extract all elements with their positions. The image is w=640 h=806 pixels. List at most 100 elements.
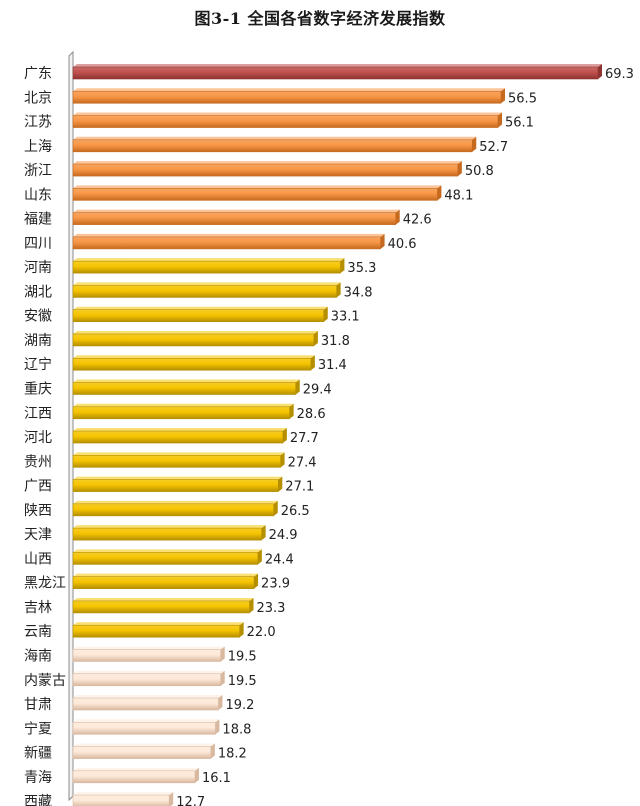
bar-group: 湖南 31.8: [24, 330, 350, 349]
bar-group: 天津 24.9: [24, 525, 298, 543]
value-label: 56.5: [508, 91, 537, 106]
bar-top: [73, 88, 506, 92]
bar: [72, 66, 599, 80]
bar: [72, 115, 499, 128]
bar-side: [218, 695, 223, 711]
bar-group: 西藏 12.7: [24, 792, 205, 806]
bar-side: [254, 573, 259, 589]
bar-group: 河南 35.3: [24, 258, 376, 276]
bar-top: [73, 646, 225, 650]
bar-group: 海南 19.5: [24, 646, 257, 664]
bar-side: [210, 743, 215, 759]
category-label: 广西: [24, 479, 52, 495]
bar-group: 甘肃 19.2: [24, 695, 254, 713]
bar-side: [472, 136, 477, 152]
bar-group: 河北 27.7: [24, 428, 319, 446]
bar-side: [340, 258, 345, 274]
bar: [72, 673, 222, 687]
bar-side: [289, 403, 294, 419]
bar: [72, 333, 315, 347]
bar-top: [73, 767, 199, 771]
bar: [72, 236, 381, 250]
bar-top: [73, 743, 215, 747]
bar-top: [73, 330, 318, 334]
axis-wall: [68, 50, 74, 802]
bar-top: [73, 233, 385, 237]
bar-top: [73, 719, 220, 723]
value-label: 23.3: [257, 601, 286, 616]
bar: [72, 357, 312, 371]
category-label: 江苏: [24, 115, 52, 131]
category-label: 天津: [24, 527, 52, 543]
value-label: 19.5: [228, 674, 257, 689]
bar-group: 云南 22.0: [24, 622, 276, 640]
bar-group: 重庆 29.4: [24, 379, 332, 398]
category-label: 陕西: [24, 503, 52, 519]
category-label: 重庆: [24, 382, 52, 398]
bar-top: [73, 209, 400, 213]
bar-side: [220, 670, 225, 686]
bar: [72, 382, 297, 395]
value-label: 56.1: [505, 116, 534, 131]
bar: [72, 90, 502, 104]
bar: [72, 430, 284, 444]
bar-side: [310, 355, 315, 371]
bar-top: [73, 476, 283, 480]
value-label: 34.8: [344, 285, 373, 300]
bar-group: 新疆 18.2: [24, 743, 247, 762]
value-label: 18.2: [218, 747, 247, 762]
value-label: 24.4: [265, 552, 294, 567]
bar: [72, 212, 397, 225]
value-label: 69.3: [605, 67, 634, 82]
value-label: 23.9: [261, 577, 290, 592]
bar-group: 北京 56.5: [24, 88, 537, 106]
bar: [72, 746, 212, 759]
category-label: 青海: [24, 770, 52, 786]
bar-group: 宁夏 18.8: [24, 719, 251, 737]
bar-top: [73, 64, 602, 67]
bar-top: [73, 452, 285, 456]
bar-group: 陕西 26.5: [24, 500, 310, 519]
bar-group: 辽宁 31.4: [24, 355, 347, 373]
value-label: 40.6: [388, 237, 417, 252]
bar-top: [73, 549, 262, 553]
value-label: 27.4: [288, 455, 317, 470]
bar-top: [73, 670, 225, 674]
bar-group: 安徽 33.1: [24, 306, 360, 325]
bar-group: 上海 52.7: [24, 136, 508, 155]
bar-top: [73, 428, 287, 432]
category-label: 山西: [24, 551, 52, 567]
category-label: 新疆: [24, 746, 52, 762]
value-label: 24.9: [269, 528, 298, 543]
bar-top: [73, 695, 223, 699]
value-label: 29.4: [303, 383, 332, 398]
value-label: 22.0: [247, 625, 276, 640]
bar-top: [73, 500, 278, 504]
bar-side: [215, 719, 220, 735]
category-label: 四川: [24, 236, 52, 252]
bar-group: 山西 24.4: [24, 549, 294, 567]
category-label: 安徽: [24, 309, 52, 325]
bar-top: [73, 112, 502, 116]
category-label: 甘肃: [24, 697, 52, 713]
bar: [72, 260, 341, 274]
bar-top: [73, 282, 341, 286]
bar: [72, 649, 222, 662]
bar-side: [395, 209, 400, 225]
bar-top: [73, 185, 442, 189]
bar-group: 内蒙古 19.5: [24, 670, 257, 689]
bar: [72, 479, 279, 492]
bar-side: [501, 88, 506, 104]
bar-top: [73, 792, 174, 796]
bar-group: 吉林 23.3: [24, 597, 286, 616]
bar: [72, 503, 275, 517]
bar-group: 福建 42.6: [24, 209, 432, 228]
value-label: 42.6: [403, 213, 432, 228]
bar-side: [282, 428, 287, 444]
bar: [72, 285, 337, 298]
bar: [72, 163, 459, 177]
category-label: 湖北: [24, 284, 52, 300]
category-label: 湖南: [24, 333, 52, 349]
